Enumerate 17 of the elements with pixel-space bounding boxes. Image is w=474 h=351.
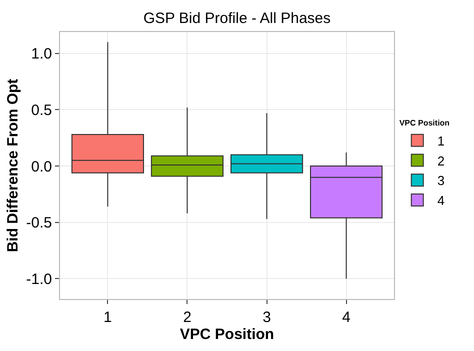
y-tick-label: -0.5 [26,214,52,232]
x-tick-label: 1 [104,309,112,326]
y-tick-label: -1.0 [26,270,52,288]
x-tick-label: 4 [342,309,350,326]
legend-label: 3 [437,173,445,188]
legend-label: 1 [437,133,445,148]
x-tick-label: 2 [183,309,192,326]
x-axis-title: VPC Position [180,326,274,343]
legend-label: 2 [437,153,445,168]
legend-label: 4 [437,193,445,208]
legend-title: VPC Position [399,118,450,128]
y-tick-label: 0.5 [31,102,52,119]
chart-title: GSP Bid Profile - All Phases [143,10,331,27]
y-tick-label: 1.0 [31,46,52,63]
x-tick-label: 3 [262,309,271,326]
y-axis-title: Bid Difference From Opt [4,78,22,252]
y-tick-label: 0.0 [31,158,52,176]
